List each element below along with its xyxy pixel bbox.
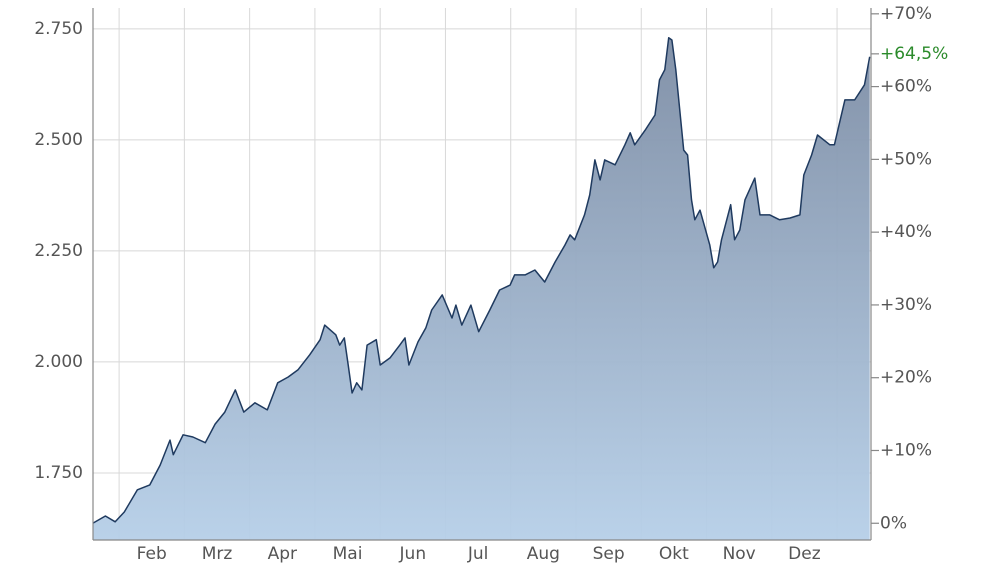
x-tick-label: Dez: [788, 544, 821, 564]
x-tick-label: Feb: [137, 544, 167, 564]
y2-tick-label: +50%: [880, 149, 932, 169]
price-line: [92, 37, 871, 524]
plot: [92, 37, 871, 541]
y2-tick-label: 0%: [880, 513, 907, 533]
x-tick-label: Apr: [268, 544, 297, 564]
y-tick-label: 2.000: [34, 352, 83, 372]
x-tick-label: Nov: [723, 544, 756, 564]
x-tick-label: Mrz: [202, 544, 233, 564]
y2-tick-label: +10%: [880, 440, 932, 460]
y-tick-label: 2.250: [34, 241, 83, 261]
y2-tick-label: +60%: [880, 77, 932, 97]
y2-tick-label: +20%: [880, 368, 932, 388]
area-fill: [93, 37, 870, 541]
y-tick-label: 1.750: [34, 463, 83, 483]
y-tick-label: 2.500: [34, 130, 83, 150]
x-tick-label: Okt: [659, 544, 689, 564]
x-tick-label: Sep: [593, 544, 625, 564]
y-tick-label: 2.750: [34, 19, 83, 39]
axes: 1.750 2.000 2.250 2.500 2.750 0% +10% +20% +30% +…: [34, 4, 948, 564]
x-tick-label: Mai: [333, 544, 363, 564]
x-tick-label: Aug: [527, 544, 560, 564]
y2-tick-label: +70%: [880, 4, 932, 24]
x-tick-label: Jun: [399, 544, 427, 564]
x-tick-label: Jul: [467, 544, 489, 564]
y2-tick-label: +40%: [880, 222, 932, 242]
y2-tick-label: +30%: [880, 295, 932, 315]
end-label: +64,5%: [880, 44, 948, 64]
